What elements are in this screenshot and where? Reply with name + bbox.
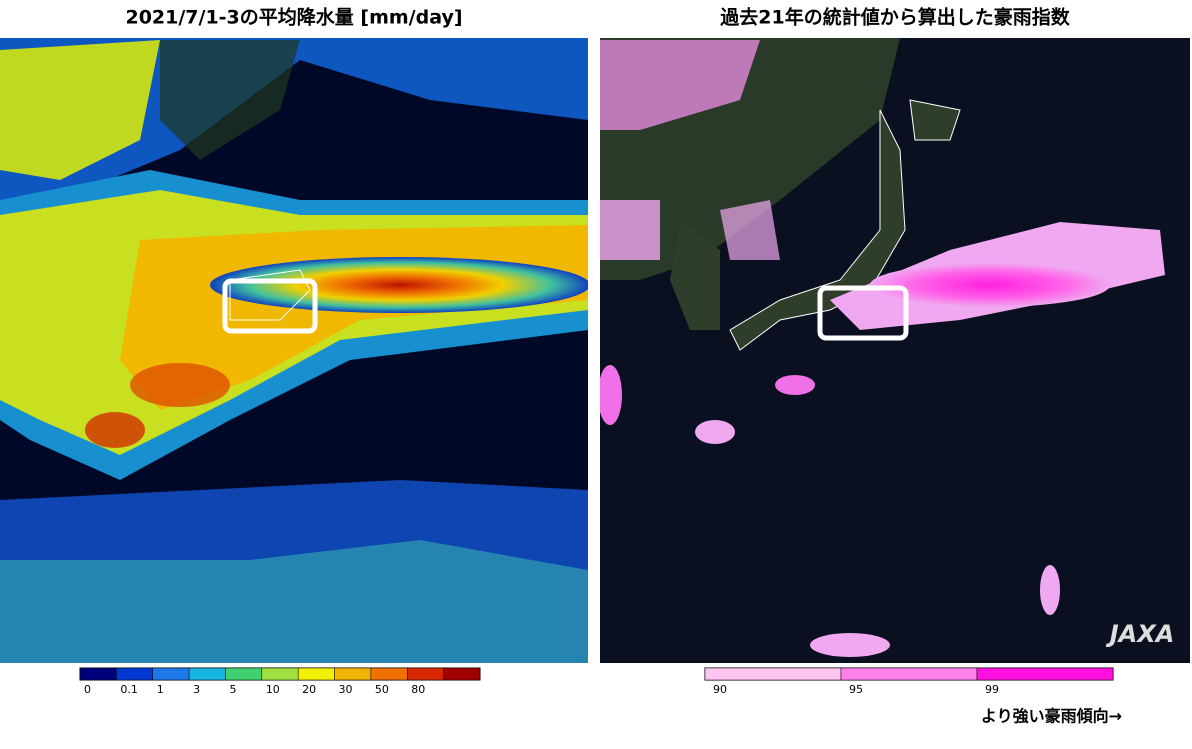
colorbar-segment — [297, 667, 335, 681]
colorbar-label: 50 — [375, 683, 389, 696]
colorbar-label: 95 — [849, 683, 863, 696]
legend-note: より強い豪雨傾向→ — [981, 707, 1122, 726]
index-map: JAXA — [600, 38, 1190, 663]
panel-title: 2021/7/1-3の平均降水量 [mm/day] — [125, 6, 462, 29]
colorbar-segment — [840, 667, 978, 681]
colorbar-label: 3 — [193, 683, 200, 696]
colorbar-label: 30 — [339, 683, 353, 696]
colorbar-label: 80 — [411, 683, 425, 696]
colorbar-segment — [261, 667, 299, 681]
colorbar-segment — [976, 667, 1114, 681]
colorbar-segment — [443, 667, 481, 681]
colorbar-segment — [704, 667, 842, 681]
colorbar-label: 99 — [985, 683, 999, 696]
colorbar-segment — [370, 667, 408, 681]
panel-title: 過去21年の統計値から算出した豪雨指数 — [720, 6, 1070, 29]
colorbar-segment — [334, 667, 372, 681]
logo: JAXA — [1106, 620, 1175, 648]
colorbar-segment — [116, 667, 153, 681]
colorbar-segment — [188, 667, 226, 681]
colorbar-segment — [152, 667, 190, 681]
colorbar-label: 1 — [157, 683, 164, 696]
colorbar-segment — [407, 667, 444, 681]
colorbar-label: 10 — [266, 683, 280, 696]
colorbar-segment — [225, 667, 263, 681]
colorbar-label: 90 — [713, 683, 727, 696]
colorbar-label: 0.1 — [120, 683, 138, 696]
colorbar-label: 20 — [302, 683, 316, 696]
colorbar-label: 0 — [84, 683, 91, 696]
colorbar-segment — [79, 667, 117, 681]
precip-map — [0, 38, 588, 663]
colorbar-label: 5 — [229, 683, 236, 696]
